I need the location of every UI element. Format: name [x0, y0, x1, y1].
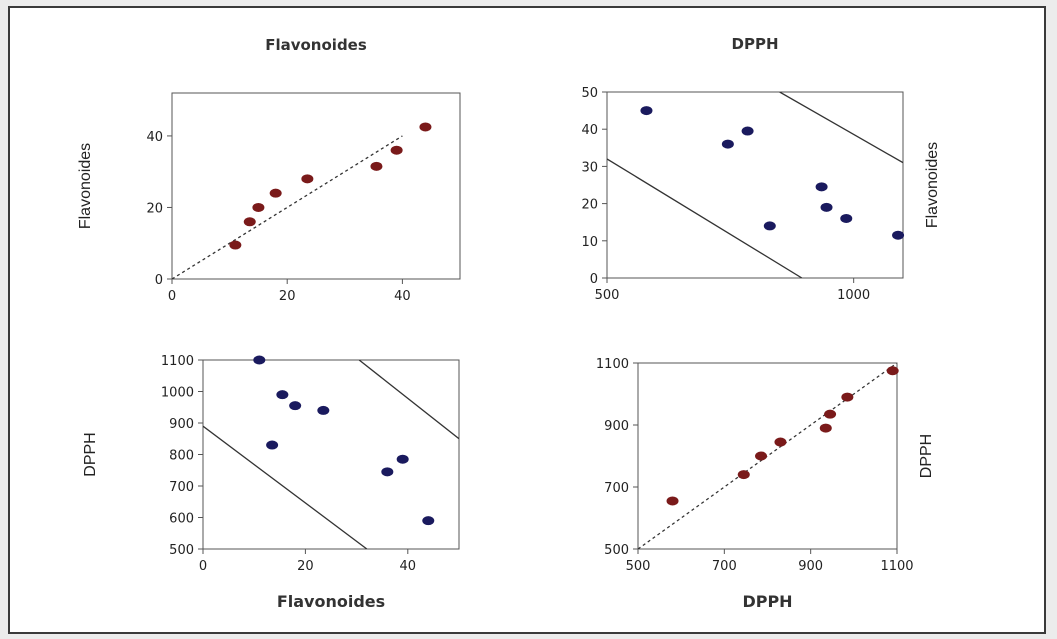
y-axis-label: Flavonoides [77, 143, 94, 229]
x-axis-label: Flavonoides [277, 592, 385, 611]
figure-frame [8, 6, 1046, 634]
y-axis-label: DPPH [82, 432, 99, 476]
data-point [243, 217, 256, 227]
x-tick-label: 40 [394, 289, 411, 304]
y-tick-label: 30 [581, 160, 598, 175]
x-tick-label: 500 [595, 288, 620, 303]
data-point [755, 451, 768, 461]
x-tick-label: 900 [798, 559, 823, 574]
data-point [269, 188, 282, 198]
x-tick-label: 0 [199, 559, 207, 574]
x-tick-label: 20 [297, 559, 314, 574]
data-point [640, 106, 653, 116]
data-point [824, 409, 837, 419]
x-tick-label: 500 [626, 559, 651, 574]
data-point [229, 240, 242, 250]
data-point [390, 145, 403, 155]
data-point [741, 126, 754, 136]
plot-area [171, 92, 461, 280]
y-tick-label: 50 [581, 86, 598, 101]
y-tick-label: 1000 [161, 386, 194, 401]
confidence-line [203, 425, 368, 549]
data-point [892, 230, 905, 240]
y-tick-label: 1100 [596, 357, 629, 372]
chart-panel-3: 0 20 40 500 600 700 800 900 1000 1100 Flavonoides D… [82, 354, 460, 611]
y-tick-label: 800 [169, 449, 194, 464]
x-tick-label: 40 [400, 559, 417, 574]
data-point [370, 161, 383, 171]
data-point [815, 182, 828, 192]
x-tick-label: 1000 [837, 288, 870, 303]
data-point [422, 516, 435, 526]
data-point [301, 174, 314, 184]
data-point [317, 405, 330, 415]
confidence-line [779, 92, 903, 164]
y-tick-label: 0 [155, 273, 163, 288]
data-point [737, 470, 750, 480]
data-point [276, 390, 289, 400]
data-point [666, 496, 679, 506]
data-point [381, 467, 394, 477]
y-tick-label: 700 [169, 480, 194, 495]
data-point [840, 213, 853, 223]
identity-line [638, 363, 897, 549]
data-point [396, 454, 409, 464]
data-point [886, 366, 899, 376]
y-tick-label: 0 [590, 272, 598, 287]
y-tick-label: 700 [604, 481, 629, 496]
x-tick-label: 1100 [880, 559, 913, 574]
confidence-line [607, 158, 803, 278]
chart-panel-2: 500 1000 0 10 20 30 40 50 DPPH Flavonoides [581, 35, 941, 303]
data-point [266, 440, 279, 450]
data-point [774, 437, 787, 447]
panel-title: Flavonoides [265, 36, 367, 54]
x-tick-label: 0 [168, 289, 176, 304]
y-tick-label: 10 [581, 235, 598, 250]
y-tick-label: 20 [581, 198, 598, 213]
x-tick-label: 20 [279, 289, 296, 304]
confidence-line [358, 360, 459, 440]
y-tick-label: 40 [581, 123, 598, 138]
data-point [763, 221, 776, 231]
data-point [289, 401, 302, 411]
y-tick-label: 600 [169, 512, 194, 527]
y-tick-label: 40 [146, 130, 163, 145]
identity-line [172, 135, 403, 279]
data-point [819, 423, 832, 433]
y-tick-label: 1100 [161, 354, 194, 369]
y-tick-label: 500 [169, 543, 194, 558]
panel-title: DPPH [732, 35, 779, 53]
y-axis-label: Flavonoides [924, 142, 941, 228]
y-tick-label: 900 [169, 417, 194, 432]
chart-panel-1: 0 20 40 0 20 40 Flavonoides Flavonoides [77, 36, 461, 304]
plot-area [606, 91, 904, 279]
y-tick-label: 20 [146, 201, 163, 216]
x-tick-label: 700 [712, 559, 737, 574]
data-point [419, 122, 432, 132]
data-point [252, 202, 265, 212]
x-axis-label: DPPH [742, 592, 792, 611]
plot-area [637, 362, 898, 550]
data-point [841, 392, 854, 402]
y-axis-label: DPPH [918, 434, 935, 478]
data-point [253, 355, 266, 365]
data-point [820, 202, 833, 212]
y-tick-label: 500 [604, 543, 629, 558]
y-tick-label: 900 [604, 419, 629, 434]
data-point [721, 139, 734, 149]
chart-panel-4: 500 700 900 1100 500 700 900 1100 DPPH DPPH [596, 357, 935, 611]
